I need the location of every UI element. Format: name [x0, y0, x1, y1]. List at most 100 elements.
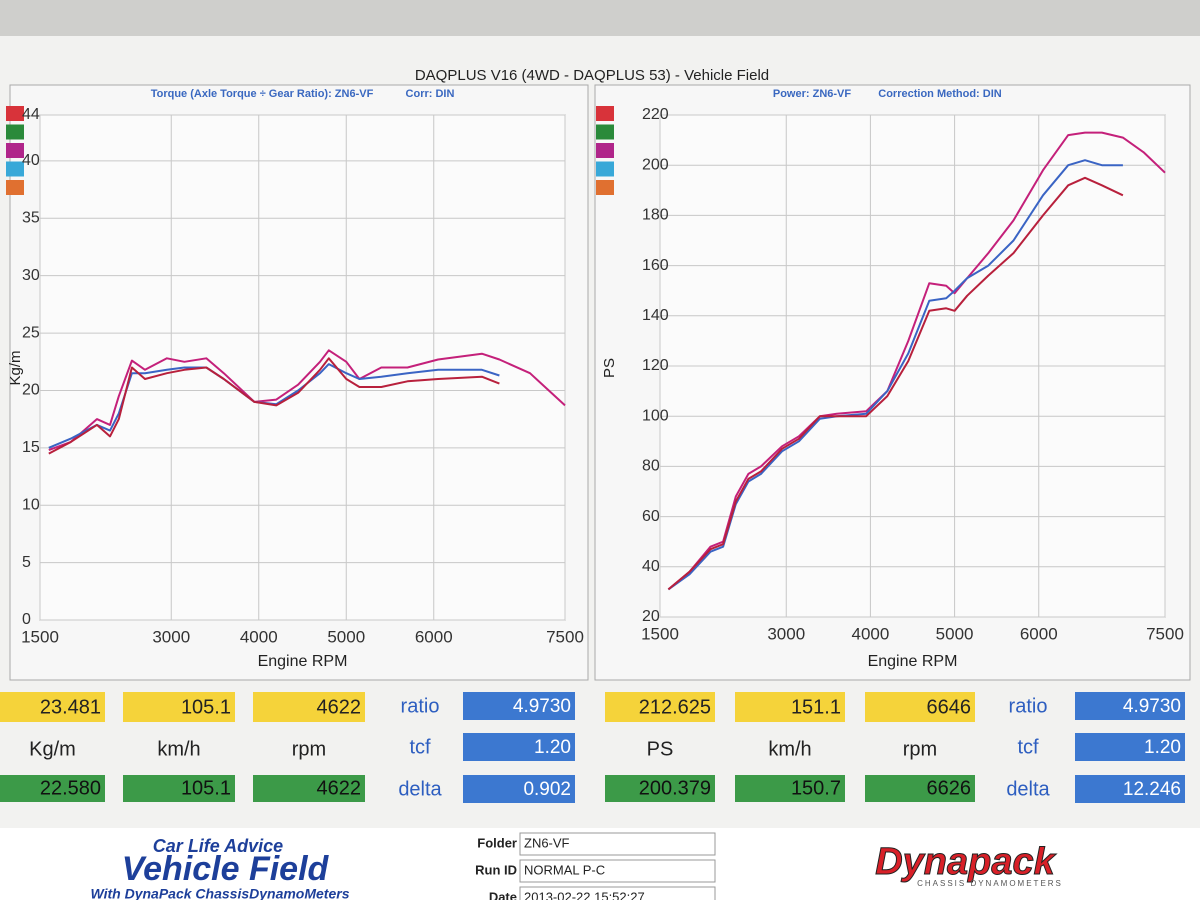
y-tick-label: 35	[22, 210, 40, 227]
readout-top: 151.1	[791, 696, 841, 718]
y-tick-label: 140	[642, 307, 669, 324]
param-box	[463, 775, 575, 803]
y-tick-label: 20	[642, 608, 660, 625]
readout-box	[865, 775, 975, 802]
x-tick-label: 5000	[327, 627, 365, 646]
footer-logo-sub: CHASSIS DYNAMOMETERS	[917, 879, 1063, 888]
plot-area	[39, 114, 566, 621]
readout-bottom: 6626	[927, 777, 972, 799]
x-tick-label: 6000	[415, 627, 453, 646]
x-tick-label: 3000	[152, 627, 190, 646]
y-tick-label: 30	[22, 267, 40, 284]
readout-bottom: 200.379	[639, 777, 711, 799]
y-tick-label: 160	[642, 257, 669, 274]
y-tick-label: 220	[642, 106, 669, 123]
footer-field-value: 2013-02-22 15:52:27	[524, 889, 645, 900]
legend-swatch	[596, 124, 614, 140]
param-label: delta	[398, 778, 442, 800]
param-value: 1.20	[534, 737, 571, 758]
legend-swatch	[596, 106, 614, 121]
chart-subtitle: Correction Method: DIN	[878, 88, 1001, 100]
legend-swatch	[6, 124, 24, 140]
readout-box	[0, 775, 105, 802]
y-tick-label: 200	[642, 156, 669, 173]
footer-brand: Vehicle Field	[122, 850, 330, 888]
readout-box	[253, 692, 365, 722]
readout-unit: km/h	[768, 738, 811, 760]
x-axis-label: Engine RPM	[868, 653, 958, 670]
legend-swatch	[596, 180, 614, 195]
footer-field-value: NORMAL P-C	[524, 862, 605, 877]
y-tick-label: 0	[22, 611, 31, 628]
x-tick-label: 1500	[21, 627, 59, 646]
chart-title: Torque (Axle Torque ÷ Gear Ratio): ZN6-V…	[151, 88, 374, 100]
x-tick-label: 6000	[1020, 624, 1058, 643]
y-tick-label: 100	[642, 407, 669, 424]
y-tick-label: 40	[642, 558, 660, 575]
readout-unit: Kg/m	[29, 738, 76, 760]
series-line	[667, 131, 1166, 591]
param-box	[1075, 692, 1185, 720]
y-tick-label: 15	[22, 439, 40, 456]
legend-swatch	[6, 106, 24, 121]
x-tick-label: 3000	[767, 624, 805, 643]
top-strip	[0, 0, 1200, 36]
footer-brand-sub: With DynaPack ChassisDynamoMeters	[91, 886, 350, 900]
readout-top: 4622	[317, 696, 362, 718]
footer-field-value: ZN6-VF	[524, 835, 570, 850]
y-tick-label: 80	[642, 458, 660, 475]
y-axis-label: PS	[601, 358, 618, 378]
y-tick-label: 5	[22, 554, 31, 571]
readout-box	[735, 692, 845, 722]
param-label: tcf	[409, 736, 431, 758]
x-tick-label: 5000	[936, 624, 974, 643]
readout-box	[0, 692, 105, 722]
readout-bottom: 105.1	[181, 777, 231, 799]
param-label: ratio	[1009, 695, 1048, 717]
sheet-title: DAQPLUS V16 (4WD - DAQPLUS 53) - Vehicle…	[415, 67, 769, 84]
readout-box	[605, 692, 715, 722]
readout-box	[123, 692, 235, 722]
readout-box	[605, 775, 715, 802]
x-tick-label: 1500	[641, 624, 679, 643]
y-tick-label: 180	[642, 207, 669, 224]
chart-subtitle: Corr: DIN	[406, 88, 455, 100]
param-value: 1.20	[1144, 737, 1181, 758]
y-tick-label: 60	[642, 508, 660, 525]
footer-field-label: Date	[489, 889, 517, 900]
y-tick-label: 25	[22, 324, 40, 341]
param-label: delta	[1006, 778, 1050, 800]
y-axis-label: Kg/m	[7, 350, 24, 385]
readout-bottom: 4622	[317, 777, 362, 799]
param-box	[1075, 733, 1185, 761]
x-axis-label: Engine RPM	[258, 653, 348, 670]
readout-box	[735, 775, 845, 802]
readout-unit: km/h	[157, 738, 200, 760]
series-line	[667, 176, 1124, 591]
readout-unit: rpm	[292, 738, 326, 760]
x-tick-label: 7500	[1146, 624, 1184, 643]
y-tick-label: 40	[22, 152, 40, 169]
x-tick-label: 7500	[546, 627, 584, 646]
chart-title: Power: ZN6-VF	[773, 88, 852, 100]
y-tick-label: 120	[642, 357, 669, 374]
legend-swatch	[596, 143, 614, 158]
footer-field-box	[519, 832, 716, 856]
readout-bottom: 150.7	[791, 777, 841, 799]
param-box	[1075, 775, 1185, 803]
legend-swatch	[6, 180, 24, 195]
x-tick-label: 4000	[240, 627, 278, 646]
readout-box	[865, 692, 975, 722]
readout-box	[253, 775, 365, 802]
y-tick-label: 10	[22, 496, 40, 513]
readout-bottom: 22.580	[40, 777, 101, 799]
param-value: 0.902	[523, 779, 571, 800]
footer-field-label: Folder	[477, 835, 517, 850]
param-box	[463, 692, 575, 720]
readout-top: 6646	[927, 696, 972, 718]
param-label: ratio	[401, 695, 440, 717]
readout-top: 23.481	[40, 696, 101, 718]
legend-swatch	[6, 143, 24, 158]
